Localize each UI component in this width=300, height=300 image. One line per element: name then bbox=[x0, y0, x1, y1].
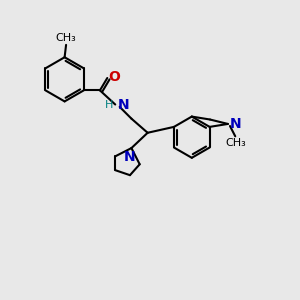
Text: N: N bbox=[118, 98, 129, 112]
Text: CH₃: CH₃ bbox=[56, 33, 76, 43]
Text: CH₃: CH₃ bbox=[225, 138, 246, 148]
Text: O: O bbox=[109, 70, 120, 83]
Text: N: N bbox=[124, 150, 136, 164]
Text: N: N bbox=[230, 117, 242, 131]
Text: H: H bbox=[105, 100, 113, 110]
